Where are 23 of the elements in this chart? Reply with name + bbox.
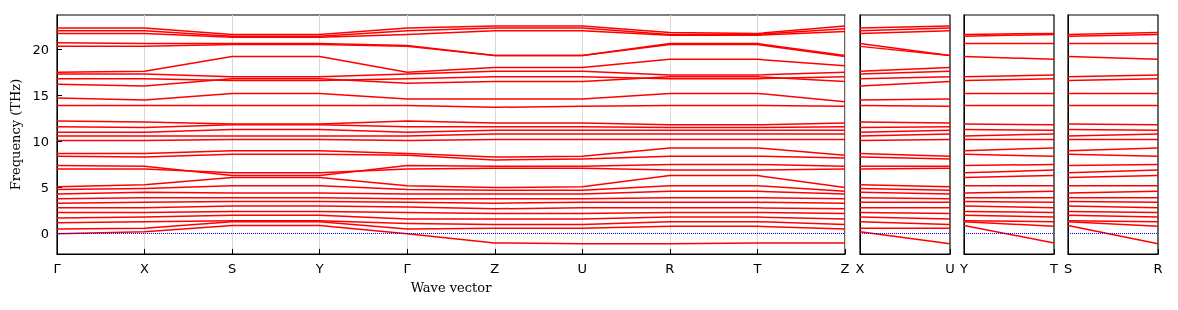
- y-tick-label: 10: [32, 133, 49, 149]
- x-tick-label: R: [665, 261, 675, 276]
- x-tick-label: Y: [959, 261, 969, 276]
- y-tick-label: 5: [40, 180, 49, 196]
- x-tick-label: Γ: [53, 261, 62, 276]
- x-tick-label: U: [577, 261, 588, 276]
- x-axis-title: Wave vector: [410, 280, 493, 295]
- y-tick-label: 20: [32, 41, 49, 57]
- x-tick-label: Z: [490, 261, 500, 276]
- x-tick-label: Z: [840, 261, 850, 276]
- x-tick-label: T: [752, 261, 762, 276]
- y-axis-title: Frequency (THz): [7, 78, 23, 191]
- x-tick-label: X: [140, 261, 150, 276]
- x-tick-label: S: [1063, 261, 1073, 276]
- x-tick-label: R: [1153, 261, 1163, 276]
- x-tick-label: T: [1049, 261, 1059, 276]
- y-tick-label: 0: [40, 226, 49, 242]
- x-tick-label: Γ: [403, 261, 412, 276]
- y-tick-label: 15: [32, 87, 49, 103]
- x-tick-label: Y: [314, 261, 324, 276]
- x-tick-label: X: [855, 261, 865, 276]
- x-tick-label: U: [945, 261, 955, 276]
- x-tick-label: S: [227, 261, 237, 276]
